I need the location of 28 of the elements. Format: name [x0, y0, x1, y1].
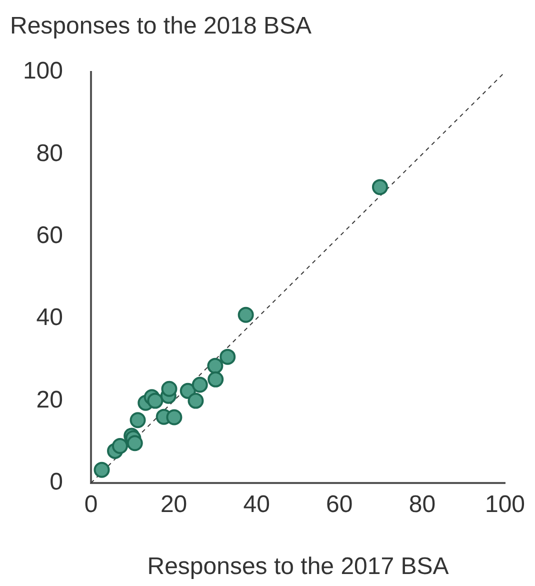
- point: [192, 376, 208, 393]
- point: [208, 371, 224, 388]
- x-tick-label: 40: [243, 491, 270, 518]
- point: [161, 380, 178, 397]
- point: [188, 392, 204, 409]
- y-tick-label: 40: [36, 304, 63, 332]
- x-axis-title: Responses to the 2017 BSA: [147, 553, 449, 580]
- y-tick-label: 0: [50, 468, 63, 496]
- point: [130, 412, 146, 428]
- y-tick-label: 80: [36, 140, 63, 167]
- x-tick-label: 100: [484, 491, 526, 518]
- x-tick-label: 80: [408, 491, 436, 518]
- point: [112, 438, 128, 454]
- y-tick-label: 60: [36, 222, 63, 250]
- x-tick-label: 0: [84, 491, 98, 518]
- x-tick-label: 20: [160, 491, 188, 518]
- point: [207, 358, 224, 374]
- x-tick-label: 60: [326, 491, 353, 518]
- y-tick-label: 20: [36, 386, 63, 414]
- point: [220, 348, 236, 365]
- point: [238, 306, 254, 323]
- point: [126, 435, 143, 452]
- y-axis-title: Responses to the 2018 BSA: [10, 12, 312, 40]
- y-tick-label: 100: [22, 58, 63, 85]
- point: [372, 179, 388, 196]
- point: [147, 392, 164, 409]
- point: [94, 462, 110, 478]
- point: [166, 409, 182, 426]
